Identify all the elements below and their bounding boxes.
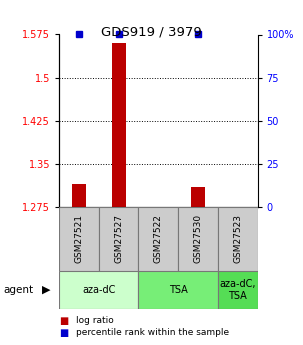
Text: percentile rank within the sample: percentile rank within the sample [76, 328, 229, 337]
Text: GSM27522: GSM27522 [154, 215, 163, 263]
Text: ■: ■ [59, 328, 68, 338]
Bar [59, 271, 138, 309]
Bar [218, 271, 258, 309]
Bar [178, 207, 218, 271]
Text: aza-dC,
TSA: aza-dC, TSA [219, 279, 256, 300]
Bar [99, 207, 138, 271]
Text: ▶: ▶ [42, 285, 51, 295]
Text: GSM27523: GSM27523 [233, 214, 242, 264]
Bar [218, 207, 258, 271]
Text: TSA: TSA [169, 285, 188, 295]
Text: GSM27527: GSM27527 [114, 214, 123, 264]
Text: log ratio: log ratio [76, 316, 114, 325]
Text: GSM27530: GSM27530 [194, 214, 202, 264]
Bar [138, 207, 178, 271]
Bar [138, 271, 218, 309]
Bar [72, 184, 86, 207]
Text: GDS919 / 3979: GDS919 / 3979 [101, 26, 202, 39]
Text: GSM27521: GSM27521 [75, 214, 83, 264]
Text: agent: agent [3, 285, 33, 295]
Text: aza-dC: aza-dC [82, 285, 115, 295]
Bar [59, 207, 99, 271]
Bar [112, 43, 125, 207]
Text: ■: ■ [59, 316, 68, 326]
Bar [191, 187, 205, 207]
